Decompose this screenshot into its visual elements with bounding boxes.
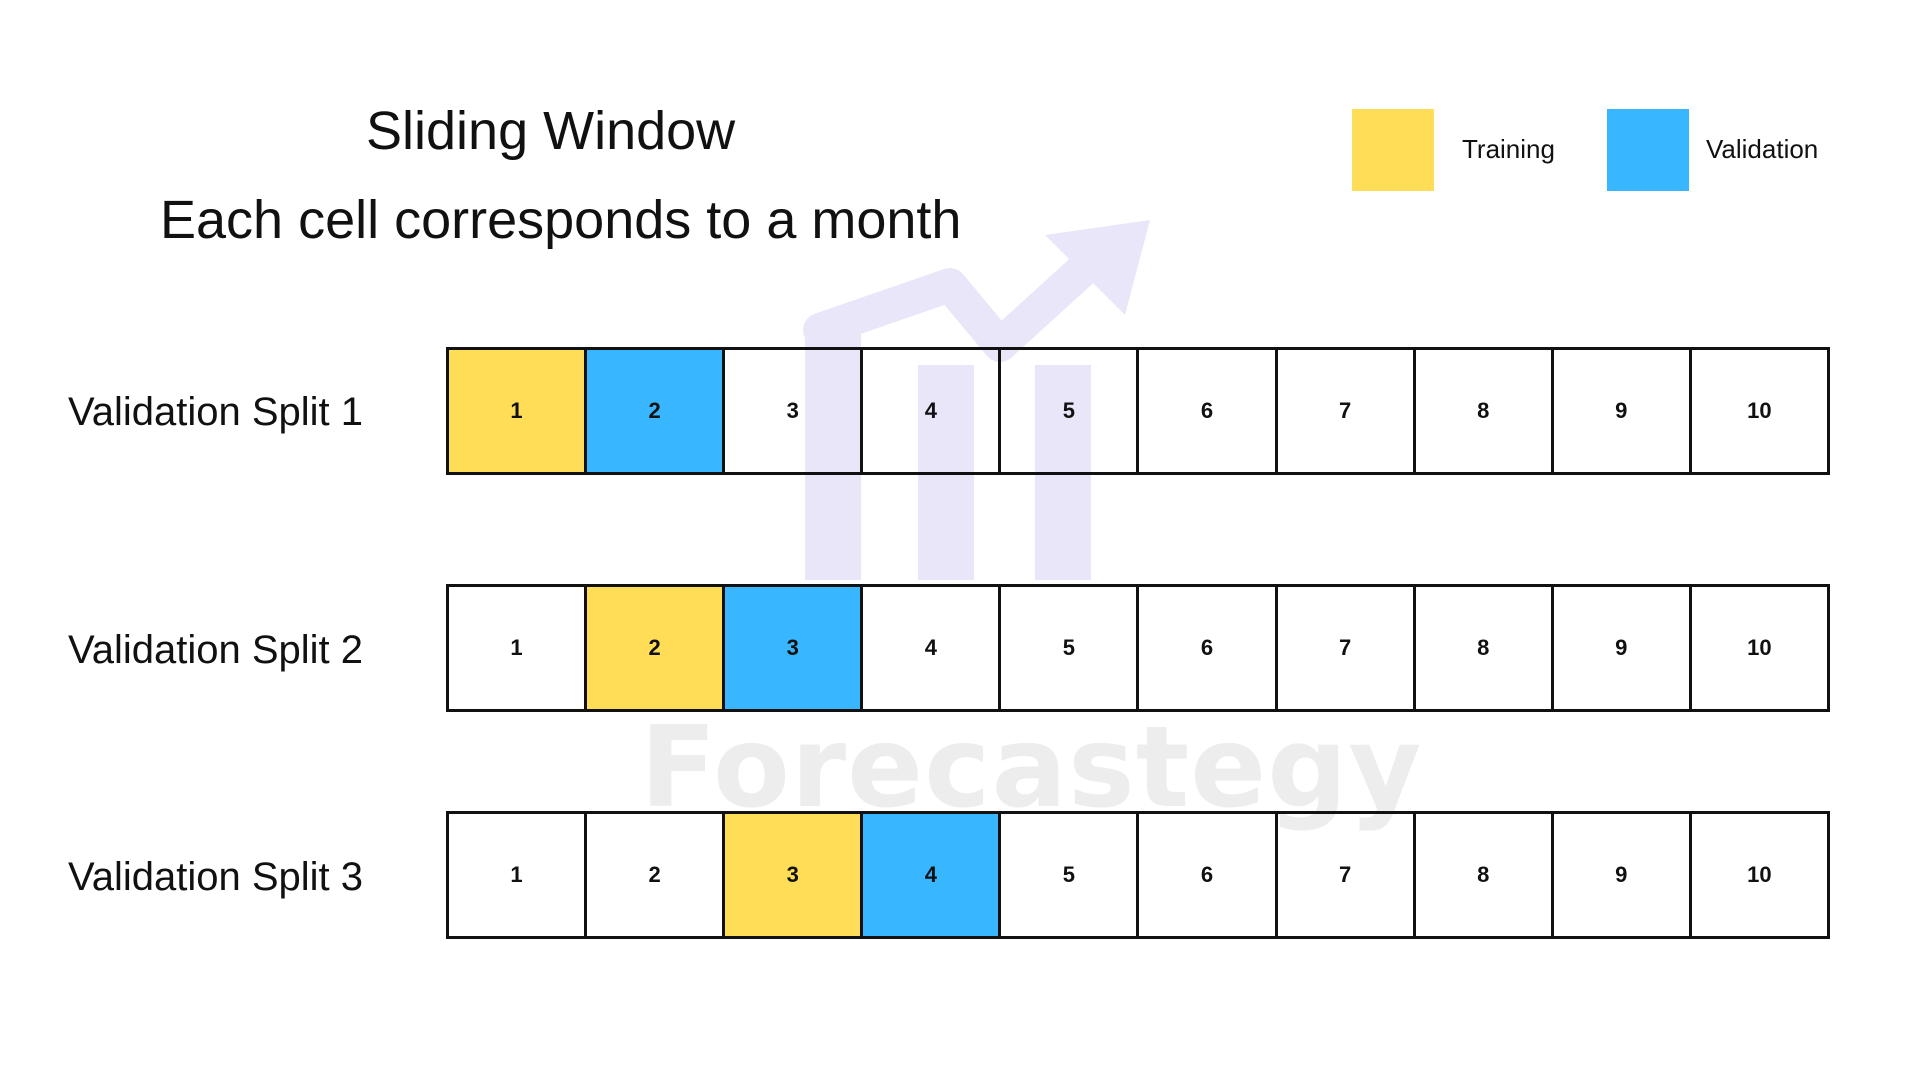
split-1-month-2-cell-validation: 2 — [587, 350, 726, 472]
split-3-month-10-cell-unused: 10 — [1747, 862, 1772, 887]
legend-validation-label: Validation — [1706, 134, 1819, 164]
split-3-month-1-cell-unused: 1 — [449, 814, 588, 936]
split-2-label: Validation Split 2 — [68, 628, 363, 672]
split-2-month-4-cell-unused: 4 — [863, 587, 1002, 709]
split-1-month-3-cell-unused: 3 — [725, 350, 864, 472]
watermark-text: Forecastegy — [640, 703, 1423, 833]
split-3-month-6-cell-unused: 6 — [1139, 814, 1278, 936]
split-1-month-6-cell-unused: 6 — [1139, 350, 1278, 472]
legend-training-swatch — [1352, 109, 1434, 191]
split-2-month-2-cell-training: 2 — [587, 587, 726, 709]
split-3-month-2-cell-unused: 2 — [587, 814, 726, 936]
split-1-month-7-cell-unused: 7 — [1278, 350, 1416, 472]
split-3-month-8-cell-unused: 8 — [1416, 814, 1554, 936]
diagram-subtitle: Each cell corresponds to a month — [160, 190, 962, 250]
split-1-month-4-cell-unused: 4 — [863, 350, 1002, 472]
split-1-month-10-cell-unused: 10 — [1747, 398, 1772, 423]
split-3-month-5-cell-unused: 5 — [1001, 814, 1140, 936]
split-3-label: Validation Split 3 — [68, 855, 363, 899]
legend-training-label: Training — [1462, 134, 1555, 164]
split-1-label: Validation Split 1 — [68, 390, 363, 434]
split-2-month-5-cell-unused: 5 — [1001, 587, 1140, 709]
split-1-month-8-cell-unused: 8 — [1416, 350, 1554, 472]
split-1-month-5-cell-unused: 5 — [1001, 350, 1140, 472]
split-1-month-1-cell-training: 1 — [449, 350, 588, 472]
split-2-month-1-cell-unused: 1 — [449, 587, 588, 709]
split-2-month-9-cell-unused: 9 — [1554, 587, 1692, 709]
split-3-month-9-cell-unused: 9 — [1554, 814, 1692, 936]
split-3-month-7-cell-unused: 7 — [1278, 814, 1416, 936]
split-2-month-7-cell-unused: 7 — [1278, 587, 1416, 709]
split-1-row: 1 2 3 4 5 6 7 8 9 10 — [446, 347, 1830, 475]
diagram-title: Sliding Window — [366, 101, 736, 161]
split-2-month-10-cell-unused: 10 — [1747, 635, 1772, 660]
legend-validation-swatch — [1607, 109, 1689, 191]
split-2-month-6-cell-unused: 6 — [1139, 587, 1278, 709]
split-3-month-4-cell-validation: 4 — [863, 814, 1002, 936]
split-2-month-3-cell-validation: 3 — [725, 587, 864, 709]
split-2-row: 1 2 3 4 5 6 7 8 9 10 — [446, 584, 1830, 712]
split-3-month-3-cell-training: 3 — [725, 814, 864, 936]
split-1-month-9-cell-unused: 9 — [1554, 350, 1692, 472]
split-3-row: 1 2 3 4 5 6 7 8 9 10 — [446, 811, 1830, 939]
split-2-month-8-cell-unused: 8 — [1416, 587, 1554, 709]
